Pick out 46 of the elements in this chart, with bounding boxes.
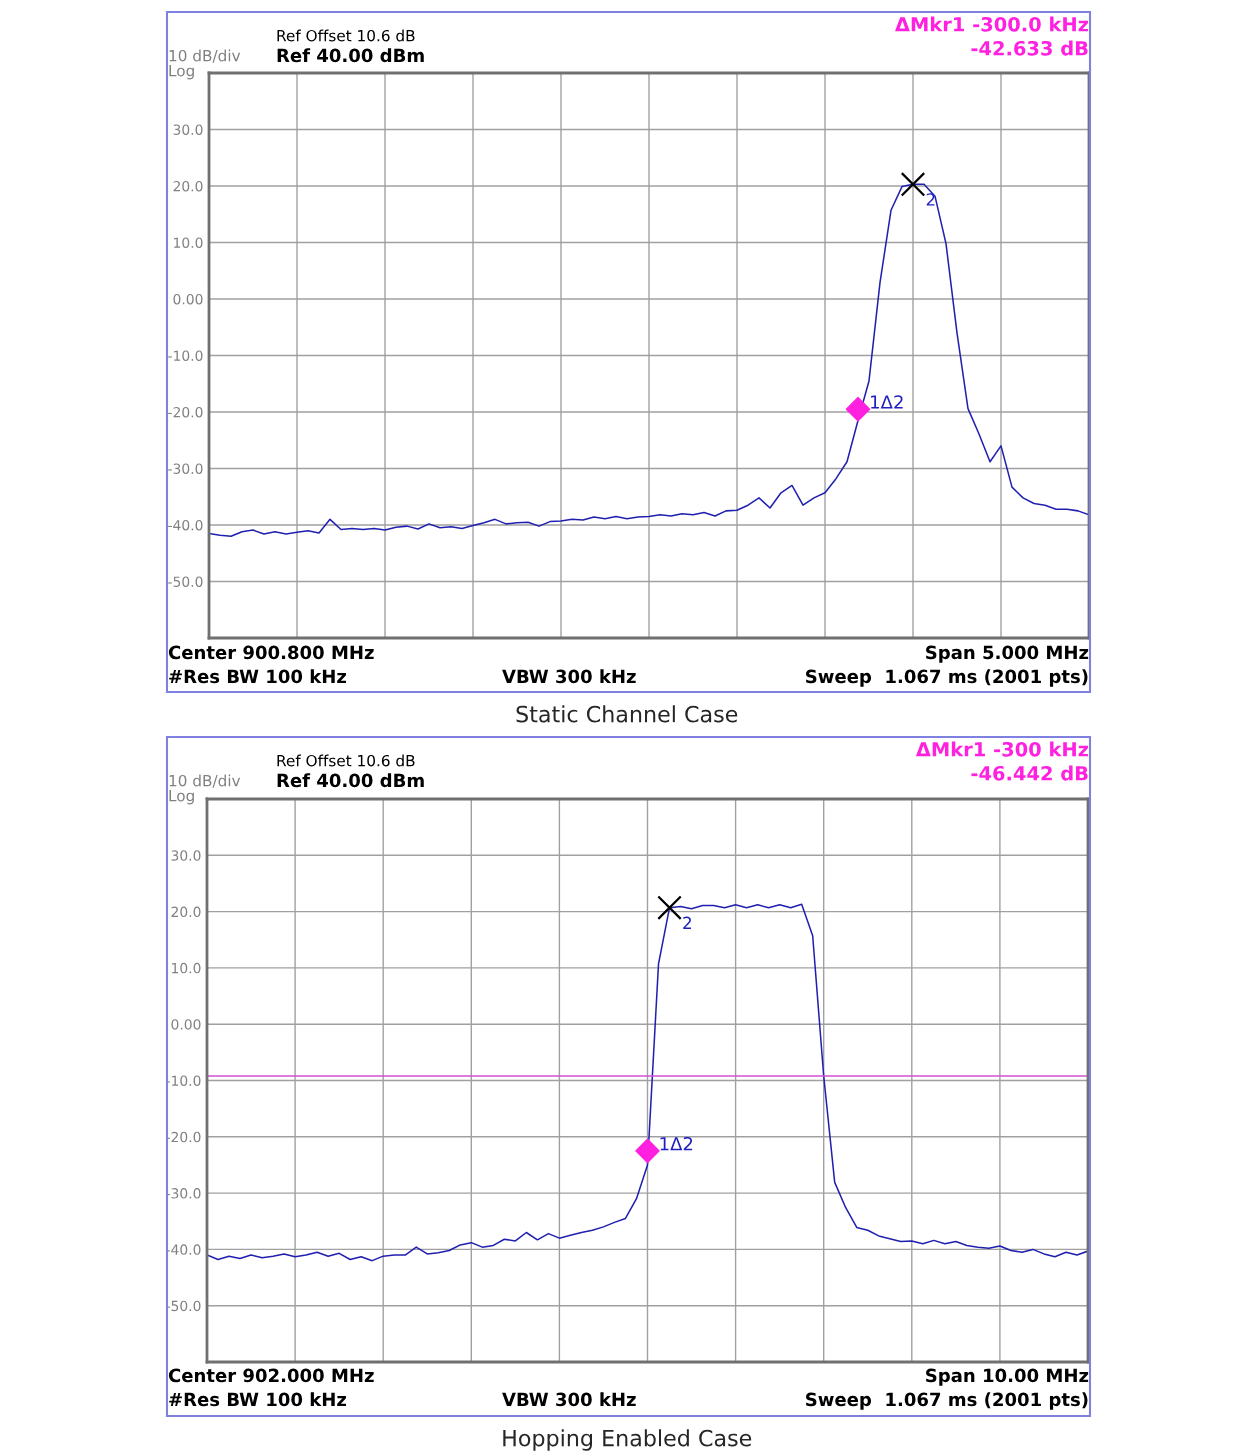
y-tick-label: -10.0 xyxy=(168,350,203,361)
text: VBW 300 kHz xyxy=(502,1392,636,1407)
y-tick-label: 0.00 xyxy=(171,1019,201,1030)
text: Span 10.00 MHz xyxy=(926,1368,1089,1386)
text: Log xyxy=(169,65,194,80)
y-tick-label: -10.0 xyxy=(166,1075,201,1086)
text: #Res BW 100 kHz xyxy=(169,669,347,684)
text: Static Channel Case xyxy=(516,705,738,723)
y-tick-label: 20.0 xyxy=(173,180,203,192)
text: ΔMkr1 -300.0 kHz xyxy=(895,16,1089,32)
y-tick-label: -50.0 xyxy=(166,1300,201,1312)
text: Ref 40.00 dBm xyxy=(277,48,424,63)
text: Log xyxy=(169,790,194,805)
text: ΔMkr1 -300 kHz xyxy=(915,741,1089,757)
y-tick-label: -20.0 xyxy=(166,1131,201,1143)
y-tick-label: -20.0 xyxy=(168,406,203,418)
text: Sweep 1.067 ms (2001 pts) xyxy=(806,669,1088,687)
text: Hopping Enabled Case xyxy=(503,1429,752,1451)
text: Span 5.000 MHz xyxy=(926,645,1089,663)
y-tick-label: -30.0 xyxy=(166,1188,201,1199)
annotation: 1Δ2 xyxy=(660,1136,693,1151)
text: 10 dB/div xyxy=(169,49,241,63)
text: 10 dB/div xyxy=(169,774,241,788)
y-tick-label: -50.0 xyxy=(168,576,203,587)
annotation: 1Δ2 xyxy=(871,395,903,409)
text: -46.442 dB xyxy=(971,765,1088,781)
y-tick-label: 30.0 xyxy=(171,850,201,861)
y-tick-label: 0.00 xyxy=(173,293,203,305)
y-tick-label: 30.0 xyxy=(173,124,203,135)
y-tick-label: -40.0 xyxy=(166,1244,201,1255)
text: -42.633 dB xyxy=(971,40,1088,56)
annotation: 2 xyxy=(683,916,691,929)
y-tick-label: 20.0 xyxy=(171,906,201,918)
y-tick-label: -40.0 xyxy=(168,519,203,531)
text: Ref Offset 10.6 dB xyxy=(277,29,415,42)
annotation: 2 xyxy=(926,193,935,206)
text: Sweep 1.067 ms (2001 pts) xyxy=(806,1392,1088,1410)
y-tick-label: -30.0 xyxy=(168,463,203,474)
y-tick-label: 10.0 xyxy=(174,237,203,248)
text: Center 900.800 MHz xyxy=(168,645,374,660)
text: Ref 40.00 dBm xyxy=(277,773,424,788)
y-tick-label: 10.0 xyxy=(172,962,201,974)
text: #Res BW 100 kHz xyxy=(169,1392,347,1407)
text: Ref Offset 10.6 dB xyxy=(277,754,415,767)
text: Center 902.000 MHz xyxy=(168,1368,374,1383)
text: VBW 300 kHz xyxy=(502,669,636,684)
